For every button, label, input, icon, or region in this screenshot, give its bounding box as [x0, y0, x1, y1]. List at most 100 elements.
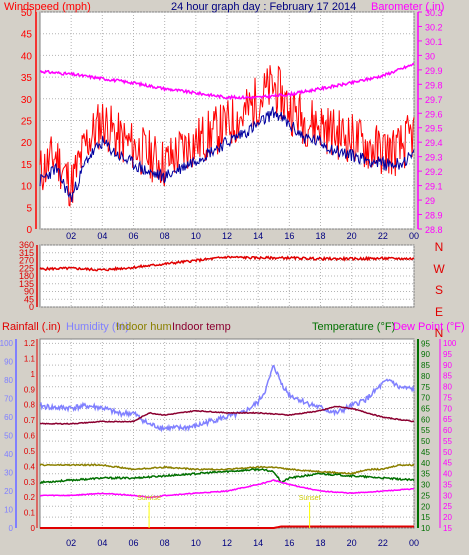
- rain-tick: 0.2: [24, 493, 36, 502]
- humidity-axis-label: Humidity (%): [66, 321, 129, 333]
- humidity-tick: 0: [9, 524, 14, 533]
- x-tick: 06: [128, 538, 138, 548]
- dewpoint-tick: 70: [443, 404, 452, 413]
- dewpoint-tick: 65: [443, 415, 452, 424]
- dewpoint-tick: 35: [443, 480, 452, 489]
- dewpoint-tick: 95: [443, 350, 452, 359]
- humidity-tick: 90: [4, 358, 13, 367]
- barometer-tick: 30.3: [425, 8, 443, 18]
- temperature-tick: 35: [421, 470, 430, 479]
- temperature-tick: 95: [421, 339, 430, 348]
- rain-tick: 0.4: [24, 462, 36, 471]
- wind-baro-series: [39, 62, 415, 207]
- rain-tick: 0: [31, 524, 36, 533]
- dewpoint-tick: 75: [443, 393, 452, 402]
- windspeed-tick: 0: [26, 225, 32, 236]
- rain-tick: 0.7: [24, 416, 36, 425]
- windspeed-tick: 25: [21, 117, 33, 128]
- windspeed-tick: 50: [21, 8, 33, 19]
- indoor-temp-label: Indoor temp: [172, 321, 231, 333]
- windspeed-axis-label: Windspeed (mph): [4, 1, 91, 13]
- humidity-tick: 60: [4, 413, 13, 422]
- indoor-hum-line: [39, 463, 415, 475]
- compass-letter: N: [435, 326, 444, 340]
- humidity-tick: 70: [4, 395, 13, 404]
- x-tick: 20: [347, 538, 357, 548]
- dewpoint-tick: 45: [443, 459, 452, 468]
- dir-tick: 270: [19, 256, 34, 266]
- temp-hum-grid: [40, 339, 415, 529]
- x-tick: 18: [315, 231, 325, 241]
- humidity-tick: 80: [4, 376, 13, 385]
- x-tick: 22: [378, 231, 388, 241]
- x-tick: 02: [66, 538, 76, 548]
- windspeed-tick: 15: [21, 160, 33, 171]
- temperature-tick: 65: [421, 405, 430, 414]
- windavg-line: [39, 106, 415, 202]
- wind-dir-series: [39, 255, 414, 272]
- dir-tick: 90: [24, 287, 34, 297]
- rainfall-axis-label: Rainfall (.in): [2, 321, 61, 333]
- x-tick: 10: [191, 538, 201, 548]
- baro-y-ticks: 28.8 28.9 29 29.1 29.2 29.3 29.4 29.5 29.6 29.7 29…: [417, 8, 443, 235]
- winddir-line: [39, 255, 414, 272]
- x-tick: 06: [128, 231, 138, 241]
- x-tick: 20: [347, 231, 357, 241]
- rain-tick: 1.2: [24, 339, 36, 348]
- indoor-temp-line: [39, 405, 415, 425]
- rain-tick: 1.1: [24, 354, 36, 363]
- dewpoint-tick: 60: [443, 426, 452, 435]
- compass-letter: N: [435, 240, 444, 254]
- windspeed-line: [39, 65, 415, 207]
- dewpoint-tick: 15: [443, 524, 452, 533]
- x-tick: 22: [378, 538, 388, 548]
- x-tick: 08: [160, 538, 170, 548]
- temperature-tick: 45: [421, 448, 430, 457]
- dewpoint-tick: 40: [443, 470, 452, 479]
- rain-tick: 0.9: [24, 385, 36, 394]
- compass-letter: S: [435, 283, 443, 297]
- barometer-tick: 29.3: [425, 153, 443, 163]
- dewpoint-tick: 80: [443, 383, 452, 392]
- dir-tick: 180: [19, 271, 34, 281]
- wind-dir-grid: [40, 244, 415, 308]
- dewpoint-axis-label: Dew Point (°F): [393, 321, 465, 333]
- barometer-tick: 29.6: [425, 109, 443, 119]
- temperature-tick: 10: [421, 524, 430, 533]
- temp-hum-x-ticks: 02 04 06 08 10 12 14 16 18 20 22 00: [66, 538, 419, 548]
- x-tick: 10: [191, 231, 201, 241]
- windspeed-tick: 20: [21, 138, 33, 149]
- sun-annotation: Sunset: [299, 495, 321, 502]
- dir-tick: 135: [19, 279, 34, 289]
- barometer-tick: 28.8: [425, 225, 443, 235]
- temperature-tick: 20: [421, 502, 430, 511]
- windspeed-tick: 40: [21, 51, 33, 62]
- x-tick: 18: [315, 538, 325, 548]
- humidity-tick: 10: [4, 506, 13, 515]
- rain-tick: 0.8: [24, 401, 36, 410]
- temperature-tick: 40: [421, 459, 430, 468]
- wind-baro-x-ticks: 02 04 06 08 10 12 14 16 18 20 22 00: [66, 231, 419, 241]
- dir-tick: 225: [19, 263, 34, 273]
- rain-tick: 0.5: [24, 447, 36, 456]
- dir-tick: 360: [19, 240, 34, 250]
- barometer-tick: 29.8: [425, 80, 443, 90]
- windspeed-tick: 10: [21, 182, 33, 193]
- x-tick: 12: [222, 538, 232, 548]
- dewpoint-tick: 25: [443, 502, 452, 511]
- temperature-tick: 75: [421, 383, 430, 392]
- barometer-line: [39, 62, 415, 101]
- dir-tick: 0: [29, 302, 34, 312]
- x-tick: 04: [97, 231, 107, 241]
- dewpoint-tick: 100: [443, 339, 457, 348]
- barometer-tick: 29.9: [425, 66, 443, 76]
- barometer-axis-label: Barometer (.in): [371, 1, 444, 13]
- temperature-axis-label: Temperature (°F): [312, 321, 395, 333]
- dir-tick: 315: [19, 248, 34, 258]
- x-tick: 14: [253, 538, 263, 548]
- dewpoint-tick: 50: [443, 448, 452, 457]
- barometer-tick: 29: [425, 196, 435, 206]
- dewpoint-tick: 55: [443, 437, 452, 446]
- barometer-tick: 30.2: [425, 22, 443, 32]
